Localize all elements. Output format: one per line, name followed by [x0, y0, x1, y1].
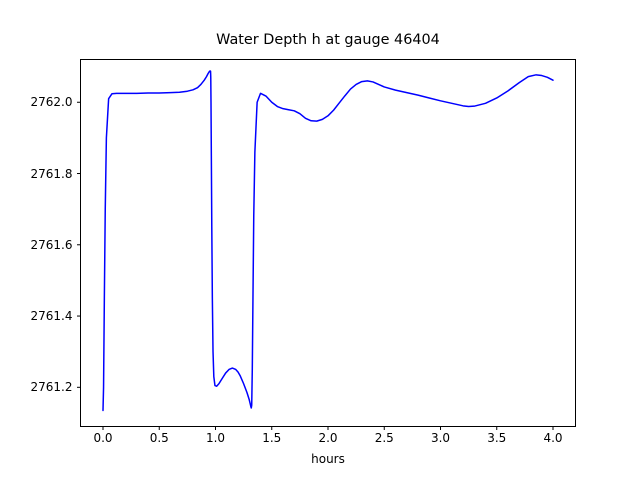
axes-frame	[80, 59, 576, 427]
y-tick-label: 2761.4	[30, 309, 73, 324]
chart-title: Water Depth h at gauge 46404	[216, 32, 440, 48]
y-tick-label: 2761.8	[30, 166, 73, 181]
tick-marks	[77, 101, 554, 430]
x-tick-label: 3.0	[430, 431, 451, 445]
x-tick-label: 1.5	[262, 431, 282, 445]
x-tick-label: 4.0	[543, 431, 563, 445]
data-line-h	[102, 70, 554, 412]
y-tick-label: 2761.2	[30, 380, 73, 395]
x-tick-label: 0.0	[93, 431, 113, 445]
x-tick-label: 2.0	[318, 431, 338, 445]
y-tick-label: 2762.0	[30, 95, 73, 110]
x-tick-label: 2.5	[374, 431, 394, 445]
x-tick-label: 3.5	[487, 431, 507, 445]
y-tick-label: 2761.6	[30, 237, 73, 252]
x-axis-label: hours	[311, 452, 345, 466]
data-line-group	[102, 70, 554, 412]
x-tick-label: 0.5	[149, 431, 169, 445]
x-tick-label: 1.0	[205, 431, 226, 445]
